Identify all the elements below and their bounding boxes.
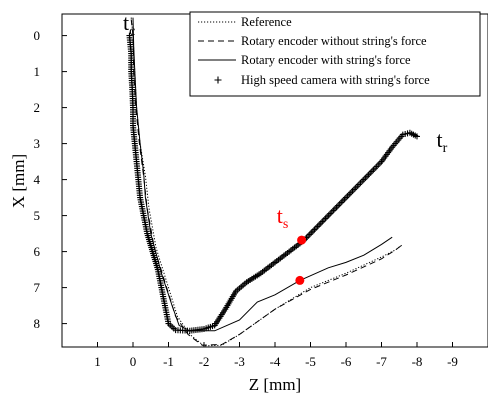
y-tick-label: 5 (34, 208, 41, 223)
annotation-tr: tr (437, 127, 448, 156)
legend-swatch-plus (214, 76, 222, 84)
y-axis-title: X [mm] (9, 154, 28, 208)
legend-label: Reference (241, 15, 292, 29)
x-tick-label: -5 (305, 354, 316, 369)
series-line-2 (132, 17, 393, 332)
event-marker (295, 275, 305, 285)
x-tick-label: -3 (234, 354, 245, 369)
legend-label: High speed camera with string's force (241, 73, 430, 87)
legend-item: Rotary encoder without string's force (198, 34, 427, 48)
event-marker (297, 235, 307, 245)
annotation-subscript: s (283, 217, 288, 232)
series-layer (126, 17, 420, 347)
x-tick-label: -6 (341, 354, 352, 369)
annotation-subscript: c (129, 24, 135, 39)
x-tick-label: 0 (130, 354, 137, 369)
legend-item: Reference (198, 15, 292, 29)
axis-ticks: 1 0 -1 -2 -3 -4 -5 -6 -7 -8 -9 0 1 2 3 4 5 6 7 8 (34, 28, 458, 369)
y-tick-label: 0 (34, 28, 41, 43)
legend-box (189, 11, 481, 97)
annotation-tc: tc (123, 10, 135, 39)
series-camera-markers (126, 32, 420, 334)
legend-label: Rotary encoder with string's force (241, 53, 411, 67)
legend-label: Rotary encoder without string's force (241, 34, 427, 48)
series-line-1 (130, 19, 404, 346)
annotation-ts: ts (277, 203, 289, 232)
annotation-base: t (123, 10, 129, 35)
x-tick-label: -2 (199, 354, 210, 369)
y-tick-label: 6 (34, 244, 41, 259)
x-tick-label: -9 (447, 354, 458, 369)
y-tick-label: 2 (34, 100, 41, 115)
legend: Reference Rotary encoder without string's… (189, 11, 481, 97)
annotation-base: t (277, 203, 283, 228)
x-axis-title: Z [mm] (249, 375, 301, 394)
y-tick-label: 4 (34, 172, 41, 187)
y-tick-label: 1 (34, 64, 41, 79)
annotation-base: t (437, 127, 443, 152)
annotation-subscript: r (443, 141, 448, 156)
x-tick-label: -7 (376, 354, 387, 369)
x-tick-label: -4 (270, 354, 281, 369)
x-tick-label: -8 (412, 354, 423, 369)
x-tick-label: -1 (163, 354, 174, 369)
camera-point (414, 133, 420, 140)
y-tick-label: 7 (34, 280, 41, 295)
legend-item: High speed camera with string's force (214, 73, 430, 87)
marker-layer (295, 235, 307, 285)
y-tick-label: 3 (34, 136, 41, 151)
x-tick-label: 1 (94, 354, 101, 369)
legend-item: Rotary encoder with string's force (198, 53, 411, 67)
y-tick-label: 8 (34, 316, 41, 331)
